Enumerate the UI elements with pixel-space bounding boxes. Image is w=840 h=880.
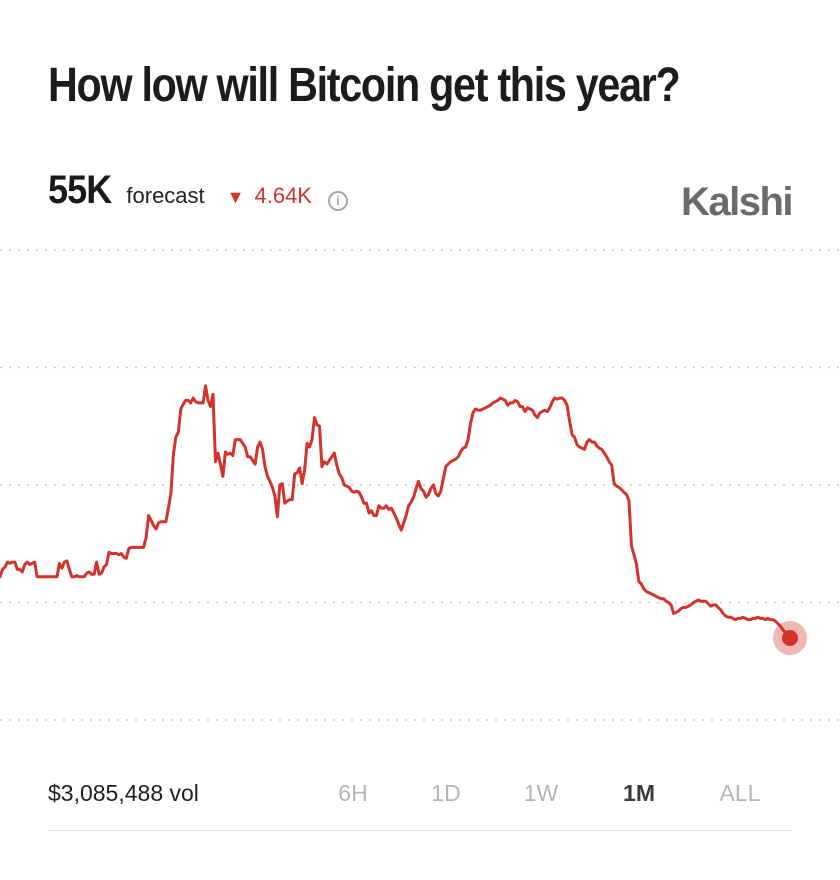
tab-6h[interactable]: 6H bbox=[338, 780, 368, 806]
forecast-value: 55K bbox=[48, 168, 112, 212]
tab-1w[interactable]: 1W bbox=[523, 780, 559, 806]
forecast-label: forecast bbox=[126, 183, 205, 208]
series-line bbox=[0, 384, 792, 640]
tab-1m[interactable]: 1M bbox=[623, 780, 655, 806]
forecast-change: ▼ 4.64K bbox=[227, 183, 312, 209]
bottom-divider bbox=[48, 830, 792, 831]
volume-label: $3,085,488 vol bbox=[48, 780, 199, 806]
current-point[interactable] bbox=[782, 630, 798, 646]
forecast-chart bbox=[0, 249, 840, 721]
tab-1d[interactable]: 1D bbox=[431, 780, 461, 806]
tab-all[interactable]: ALL bbox=[719, 780, 761, 806]
forecast-row: 55K forecast ▼ 4.64K i bbox=[48, 168, 348, 212]
down-arrow-icon: ▼ bbox=[226, 187, 245, 207]
brand-logo: Kalshi bbox=[680, 180, 794, 224]
page-title: How low will Bitcoin get this year? bbox=[48, 59, 681, 112]
timeframe-tabs: 6H 1D 1W 1M ALL bbox=[0, 780, 840, 810]
forecast-change-value: 4.64K bbox=[254, 183, 312, 208]
info-icon[interactable]: i bbox=[327, 190, 348, 211]
